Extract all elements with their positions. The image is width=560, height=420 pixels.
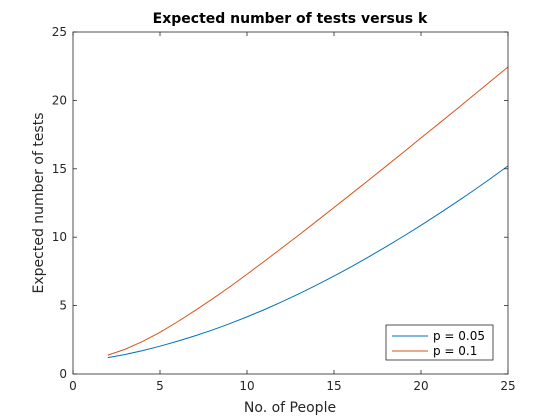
x-axis-title: No. of People: [244, 400, 336, 416]
x-tick-label: 0: [69, 379, 77, 393]
plot-area: [73, 32, 508, 374]
y-axis-title: Expected number of tests: [31, 113, 47, 294]
y-tick-label: 5: [59, 299, 67, 313]
y-tick-label: 10: [52, 230, 67, 244]
legend-box: [385, 324, 494, 361]
axes-layer: 0 5 10 15 20 25 0 5 10 15 20 25: [52, 25, 516, 393]
x-tick-label: 25: [500, 379, 515, 393]
series-line-1: [107, 66, 509, 356]
x-tick-label: 20: [413, 379, 428, 393]
series-layer: [107, 66, 509, 359]
y-tick-label: 20: [52, 93, 67, 107]
y-tick-label: 15: [52, 162, 67, 176]
chart-title: Expected number of tests versus k: [153, 11, 428, 27]
x-tick-label: 10: [239, 379, 254, 393]
legend-label-p005: p = 0.05: [433, 329, 485, 343]
y-tick-label: 25: [52, 25, 67, 39]
y-tick-label: 0: [59, 367, 67, 381]
legend: p = 0.05 p = 0.1: [385, 324, 494, 361]
x-tick-label: 5: [156, 379, 164, 393]
axes-box: [72, 31, 509, 375]
x-tick-label: 15: [326, 379, 341, 393]
series-line-0: [107, 165, 509, 359]
legend-label-p01: p = 0.1: [433, 344, 477, 358]
